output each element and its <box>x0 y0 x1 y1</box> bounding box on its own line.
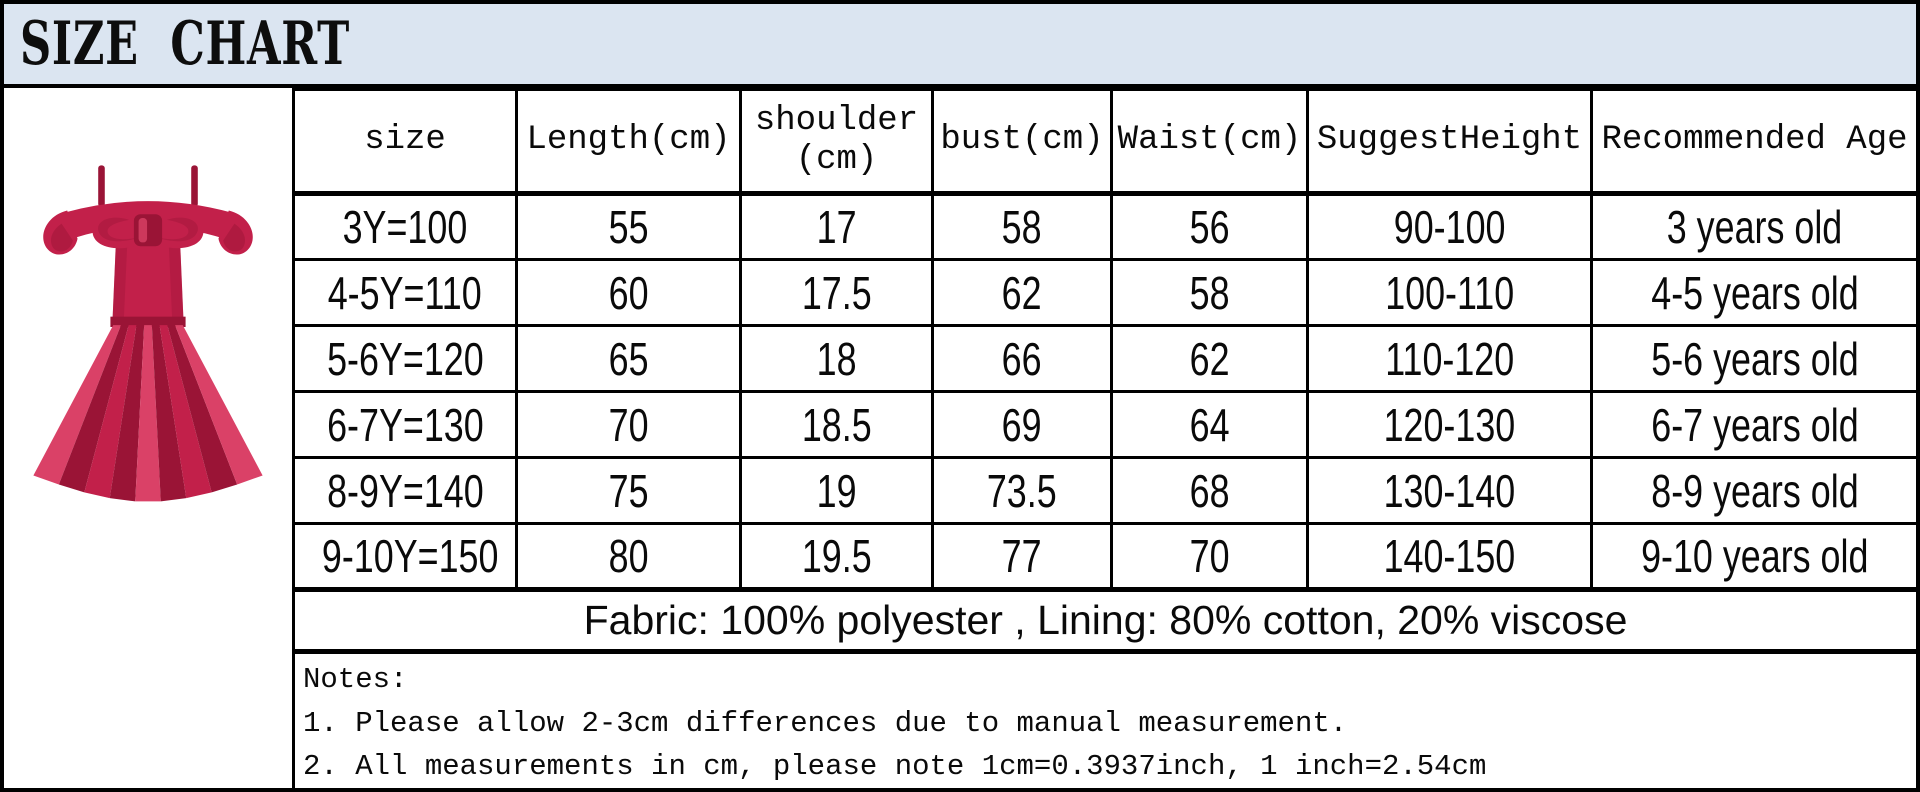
column-header-length: Length(cm) <box>515 88 742 196</box>
table-cell: 19.5 <box>739 522 934 591</box>
table-cell: 5-6 years old <box>1590 324 1916 393</box>
table-cell: 64 <box>1110 390 1309 459</box>
table-cell: 68 <box>1110 456 1309 525</box>
table-cell: 75 <box>515 456 742 525</box>
column-header-waist: Waist(cm) <box>1110 88 1309 196</box>
table-row: 9-10Y=150 80 19.5 77 70 140-150 9-10 years old <box>292 522 1916 591</box>
table-cell: 4-5Y=110 <box>292 258 518 327</box>
table-cell: 55 <box>515 192 742 261</box>
table-cell: 4-5 years old <box>1590 258 1916 327</box>
title-bar: SIZE CHART <box>4 4 1916 88</box>
table-cell: 77 <box>931 522 1113 591</box>
table-body: 3Y=100 55 17 58 56 90-100 3 years old 4-5Y=110 6… <box>292 192 1916 591</box>
notes-title: Notes: <box>303 663 408 696</box>
table-cell: 66 <box>931 324 1113 393</box>
table-header: size Length(cm) shoulder (cm) bust(cm) W… <box>292 88 1916 196</box>
table-row: 3Y=100 55 17 58 56 90-100 3 years old <box>292 192 1916 261</box>
note-line-2: 2. All measurements in cm, please note 1… <box>303 750 1487 783</box>
table-cell: 62 <box>1110 324 1309 393</box>
table-cell: 17.5 <box>739 258 934 327</box>
column-header-recommended-age: Recommended Age <box>1590 88 1916 196</box>
table-row: 4-5Y=110 60 17.5 62 58 100-110 4-5 years old <box>292 258 1916 327</box>
table-cell: 19 <box>739 456 934 525</box>
table-cell: 80 <box>515 522 742 591</box>
table-cell: 65 <box>515 324 742 393</box>
table-cell: 58 <box>931 192 1113 261</box>
notes-row: Notes: 1. Please allow 2-3cm differences… <box>292 649 1916 788</box>
table-cell: 18 <box>739 324 934 393</box>
table-cell: 58 <box>1110 258 1309 327</box>
dress-image <box>33 165 263 502</box>
header-row: size Length(cm) shoulder (cm) bust(cm) W… <box>292 88 1916 196</box>
table-cell: 60 <box>515 258 742 327</box>
column-header-shoulder: shoulder (cm) <box>739 88 934 196</box>
table-cell: 130-140 <box>1306 456 1593 525</box>
fabric-row: Fabric: 100% polyester , Lining: 80% cot… <box>292 587 1916 653</box>
page-title: SIZE CHART <box>20 9 350 79</box>
table-cell: 8-9Y=140 <box>292 456 518 525</box>
table-cell: 5-6Y=120 <box>292 324 518 393</box>
table-row: 5-6Y=120 65 18 66 62 110-120 5-6 years old <box>292 324 1916 393</box>
table-cell: 70 <box>515 390 742 459</box>
column-header-size: size <box>292 88 518 196</box>
table-row: 6-7Y=130 70 18.5 69 64 120-130 6-7 years old <box>292 390 1916 459</box>
note-line-1: 1. Please allow 2-3cm differences due to… <box>303 706 1348 740</box>
table-cell: 62 <box>931 258 1113 327</box>
table-cell: 3Y=100 <box>292 192 518 261</box>
size-table-wrap: size Length(cm) shoulder (cm) bust(cm) W… <box>292 88 1916 788</box>
table-cell: 73.5 <box>931 456 1113 525</box>
column-header-suggest-height: SuggestHeight <box>1306 88 1593 196</box>
content-area: size Length(cm) shoulder (cm) bust(cm) W… <box>4 88 1916 788</box>
table-cell: 140-150 <box>1306 522 1593 591</box>
table-cell: 110-120 <box>1306 324 1593 393</box>
fabric-info-text: Fabric: 100% polyester , Lining: 80% cot… <box>583 597 1628 643</box>
product-image-cell <box>4 88 292 788</box>
table-cell: 18.5 <box>739 390 934 459</box>
fabric-info: Fabric: 100% polyester , Lining: 80% cot… <box>292 587 1916 653</box>
table-row: 8-9Y=140 75 19 73.5 68 130-140 8-9 years old <box>292 456 1916 525</box>
notes: Notes: 1. Please allow 2-3cm differences… <box>292 649 1916 788</box>
table-cell: 9-10Y=150 <box>292 522 518 591</box>
table-footer: Fabric: 100% polyester , Lining: 80% cot… <box>292 587 1916 788</box>
table-cell: 17 <box>739 192 934 261</box>
table-cell: 120-130 <box>1306 390 1593 459</box>
table-cell: 9-10 years old <box>1590 522 1916 591</box>
table-cell: 100-110 <box>1306 258 1593 327</box>
table-cell: 56 <box>1110 192 1309 261</box>
table-cell: 6-7Y=130 <box>292 390 518 459</box>
table-cell: 3 years old <box>1590 192 1916 261</box>
table-cell: 70 <box>1110 522 1309 591</box>
size-table: size Length(cm) shoulder (cm) bust(cm) W… <box>292 88 1916 788</box>
table-cell: 69 <box>931 390 1113 459</box>
table-cell: 6-7 years old <box>1590 390 1916 459</box>
column-header-bust: bust(cm) <box>931 88 1113 196</box>
table-cell: 8-9 years old <box>1590 456 1916 525</box>
table-cell: 90-100 <box>1306 192 1593 261</box>
